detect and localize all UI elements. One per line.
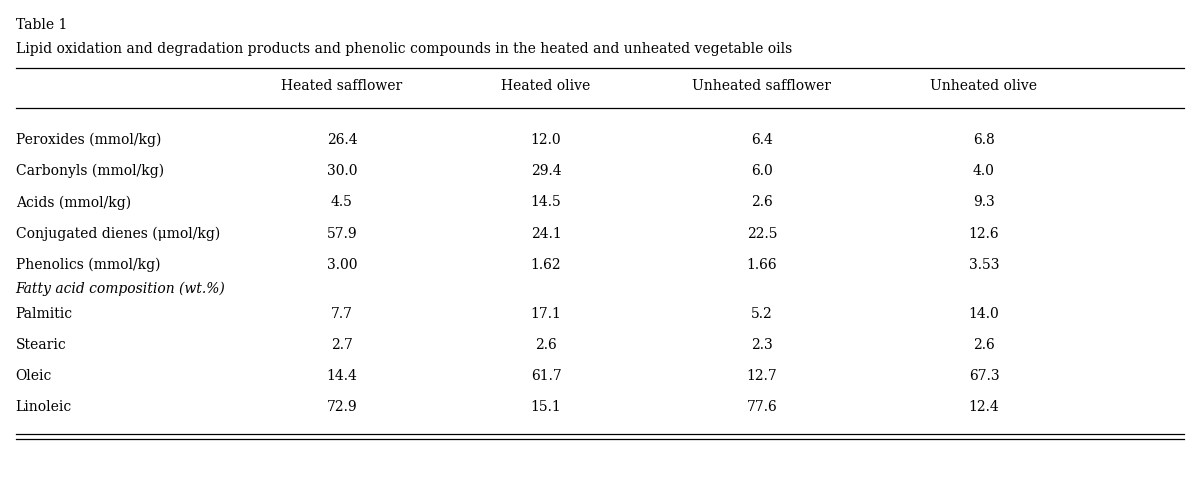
Text: 12.4: 12.4 [968, 401, 1000, 414]
Text: 4.0: 4.0 [973, 164, 995, 178]
Text: 2.6: 2.6 [535, 338, 557, 352]
Text: 61.7: 61.7 [530, 369, 562, 383]
Text: Peroxides (mmol/kg): Peroxides (mmol/kg) [16, 133, 161, 147]
Text: 1.66: 1.66 [746, 258, 778, 272]
Text: 72.9: 72.9 [326, 401, 358, 414]
Text: 9.3: 9.3 [973, 196, 995, 209]
Text: Unheated safflower: Unheated safflower [692, 79, 832, 93]
Text: Oleic: Oleic [16, 369, 52, 383]
Text: 6.0: 6.0 [751, 164, 773, 178]
Text: 57.9: 57.9 [326, 227, 358, 241]
Text: Unheated olive: Unheated olive [930, 79, 1038, 93]
Text: 29.4: 29.4 [530, 164, 562, 178]
Text: 22.5: 22.5 [746, 227, 778, 241]
Text: Conjugated dienes (μmol/kg): Conjugated dienes (μmol/kg) [16, 227, 220, 241]
Text: 4.5: 4.5 [331, 196, 353, 209]
Text: 14.0: 14.0 [968, 306, 1000, 321]
Text: 2.6: 2.6 [751, 196, 773, 209]
Text: 2.7: 2.7 [331, 338, 353, 352]
Text: 7.7: 7.7 [331, 306, 353, 321]
Text: 26.4: 26.4 [326, 133, 358, 147]
Text: 77.6: 77.6 [746, 401, 778, 414]
Text: Heated safflower: Heated safflower [281, 79, 403, 93]
Text: 30.0: 30.0 [326, 164, 358, 178]
Text: 3.00: 3.00 [326, 258, 358, 272]
Text: 6.8: 6.8 [973, 133, 995, 147]
Text: Acids (mmol/kg): Acids (mmol/kg) [16, 196, 131, 210]
Text: 5.2: 5.2 [751, 306, 773, 321]
Text: 14.5: 14.5 [530, 196, 562, 209]
Text: Palmitic: Palmitic [16, 306, 73, 321]
Text: Heated olive: Heated olive [502, 79, 590, 93]
Text: 6.4: 6.4 [751, 133, 773, 147]
Text: 12.7: 12.7 [746, 369, 778, 383]
Text: 3.53: 3.53 [968, 258, 1000, 272]
Text: 67.3: 67.3 [968, 369, 1000, 383]
Text: 2.3: 2.3 [751, 338, 773, 352]
Text: Fatty acid composition (wt.%): Fatty acid composition (wt.%) [16, 282, 226, 296]
Text: 2.6: 2.6 [973, 338, 995, 352]
Text: 14.4: 14.4 [326, 369, 358, 383]
Text: 1.62: 1.62 [530, 258, 562, 272]
Text: 12.0: 12.0 [530, 133, 562, 147]
Text: Phenolics (mmol/kg): Phenolics (mmol/kg) [16, 258, 160, 272]
Text: Carbonyls (mmol/kg): Carbonyls (mmol/kg) [16, 164, 163, 178]
Text: 12.6: 12.6 [968, 227, 1000, 241]
Text: 17.1: 17.1 [530, 306, 562, 321]
Text: Linoleic: Linoleic [16, 401, 72, 414]
Text: 15.1: 15.1 [530, 401, 562, 414]
Text: Lipid oxidation and degradation products and phenolic compounds in the heated an: Lipid oxidation and degradation products… [16, 42, 792, 56]
Text: Table 1: Table 1 [16, 18, 67, 32]
Text: Stearic: Stearic [16, 338, 66, 352]
Text: 24.1: 24.1 [530, 227, 562, 241]
